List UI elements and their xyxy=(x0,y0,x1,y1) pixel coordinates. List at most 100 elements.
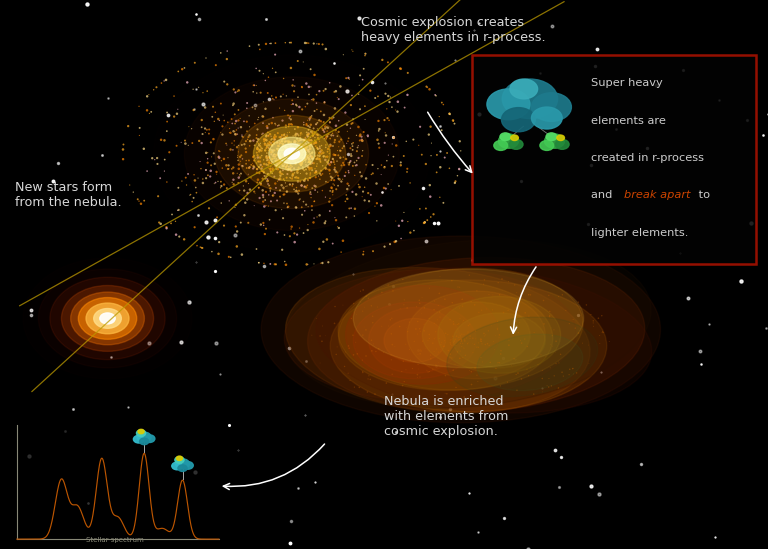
Point xyxy=(252,135,264,144)
Point xyxy=(452,348,464,356)
Point xyxy=(306,127,319,136)
Point xyxy=(402,91,414,99)
Point xyxy=(250,245,263,254)
Point xyxy=(258,259,270,268)
Point xyxy=(295,145,307,154)
Point xyxy=(245,160,257,169)
Point xyxy=(319,177,332,186)
Point xyxy=(326,183,338,192)
Point xyxy=(425,122,437,131)
Point xyxy=(293,148,305,157)
Point xyxy=(283,163,295,171)
Point xyxy=(260,40,272,48)
Point xyxy=(286,96,299,105)
Point xyxy=(265,197,277,206)
Point xyxy=(293,103,306,111)
Point xyxy=(277,175,290,183)
Point xyxy=(306,142,319,151)
Circle shape xyxy=(531,107,562,129)
Point xyxy=(232,178,244,187)
Point xyxy=(286,149,299,158)
Point xyxy=(392,97,404,106)
Point xyxy=(282,152,294,160)
Point xyxy=(302,154,314,163)
Point xyxy=(238,117,250,126)
Point xyxy=(418,219,430,227)
Point xyxy=(324,194,336,203)
Point xyxy=(298,166,310,175)
Point xyxy=(280,152,293,161)
Point xyxy=(326,184,338,193)
Point xyxy=(283,147,295,155)
Point xyxy=(521,342,534,351)
Point xyxy=(283,232,296,240)
Point xyxy=(582,341,594,350)
Point xyxy=(290,153,302,162)
Point xyxy=(273,154,286,163)
Point xyxy=(306,153,319,161)
Point xyxy=(479,330,492,339)
Point xyxy=(276,154,288,163)
Point xyxy=(558,372,570,380)
Point xyxy=(214,147,226,156)
Point xyxy=(304,144,316,153)
Point xyxy=(296,148,308,156)
Point xyxy=(329,319,341,328)
Point xyxy=(346,46,358,54)
Point xyxy=(484,358,496,367)
Point xyxy=(280,178,292,187)
Point xyxy=(296,142,308,150)
Point xyxy=(564,365,576,374)
Point xyxy=(289,150,301,159)
Point xyxy=(151,83,163,92)
Ellipse shape xyxy=(286,267,590,413)
Point xyxy=(445,276,458,285)
Point xyxy=(285,152,297,160)
Point xyxy=(290,144,303,153)
Point xyxy=(293,154,306,163)
Point xyxy=(419,218,431,227)
Point xyxy=(218,154,230,163)
Point xyxy=(356,307,369,316)
Point xyxy=(215,99,227,108)
Point xyxy=(291,145,303,154)
Point xyxy=(280,147,292,155)
Point xyxy=(263,158,276,167)
Point xyxy=(523,312,535,321)
Point xyxy=(280,144,293,153)
Point xyxy=(346,47,359,55)
Point xyxy=(201,87,214,96)
Point xyxy=(449,177,462,186)
Point xyxy=(165,219,177,228)
Point xyxy=(348,299,360,308)
Point xyxy=(453,304,465,312)
Point xyxy=(302,142,314,151)
Point xyxy=(497,307,509,316)
Point xyxy=(269,135,281,144)
Point xyxy=(457,353,469,362)
Point xyxy=(318,127,330,136)
Point xyxy=(263,156,276,165)
Point xyxy=(300,79,313,88)
Point xyxy=(280,162,293,171)
Point xyxy=(280,182,292,191)
Point xyxy=(330,350,343,359)
Point xyxy=(286,222,298,231)
Point xyxy=(264,167,276,176)
Point xyxy=(383,116,396,125)
Point xyxy=(287,152,300,161)
Point xyxy=(232,124,244,132)
Point xyxy=(596,328,608,337)
Point xyxy=(299,147,311,156)
Point xyxy=(303,142,316,150)
Point xyxy=(247,153,260,161)
Point xyxy=(300,148,312,157)
Point xyxy=(141,167,154,176)
Point xyxy=(280,164,292,172)
Point xyxy=(252,153,264,162)
Point xyxy=(287,154,300,163)
Point xyxy=(196,139,208,148)
Point xyxy=(343,166,355,175)
Circle shape xyxy=(494,141,508,150)
Point xyxy=(326,176,338,184)
